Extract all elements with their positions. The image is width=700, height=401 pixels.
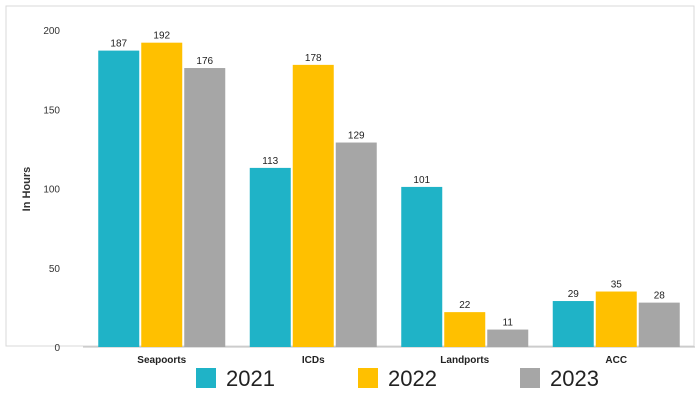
data-label: 187 bbox=[110, 39, 127, 50]
data-label: 178 bbox=[305, 53, 322, 64]
data-label: 29 bbox=[568, 289, 580, 300]
legend: 2021 2022 2023 bbox=[196, 366, 599, 391]
bar-2021-acc bbox=[552, 301, 594, 347]
bar-2023-seapoorts bbox=[184, 68, 226, 347]
bar-marks bbox=[98, 42, 680, 348]
data-labels: 187 192 176 113 178 129 101 22 11 29 35 28 bbox=[110, 31, 665, 329]
data-label: 129 bbox=[348, 131, 365, 142]
bar-2021-icds bbox=[249, 167, 291, 347]
bar-2023-icds bbox=[335, 142, 377, 347]
y-axis-title-group: In Hours bbox=[21, 167, 33, 212]
legend-swatch bbox=[520, 368, 540, 388]
bar-2022-acc bbox=[595, 291, 637, 347]
y-tick-label: 200 bbox=[43, 26, 60, 37]
y-tick-label: 100 bbox=[43, 185, 60, 196]
legend-swatch bbox=[196, 368, 216, 388]
data-label: 11 bbox=[503, 318, 514, 329]
x-axis-tick-labels: Seapoorts ICDs Landports ACC bbox=[137, 355, 627, 366]
legend-label: 2021 bbox=[226, 366, 275, 391]
bar-2021-landports bbox=[401, 186, 443, 347]
x-tick-label: Landports bbox=[440, 355, 489, 366]
bar-2022-landports bbox=[444, 312, 486, 347]
data-label: 28 bbox=[654, 291, 666, 302]
legend-label: 2023 bbox=[550, 366, 599, 391]
data-label: 176 bbox=[196, 56, 213, 67]
y-tick-label: 0 bbox=[54, 343, 60, 354]
y-tick-label: 50 bbox=[49, 264, 61, 275]
data-label: 192 bbox=[153, 31, 170, 42]
legend-swatch bbox=[358, 368, 378, 388]
bar-2021-seapoorts bbox=[98, 50, 140, 347]
x-tick-label: Seapoorts bbox=[137, 355, 186, 366]
data-label: 22 bbox=[459, 300, 471, 311]
legend-label: 2022 bbox=[388, 366, 437, 391]
y-axis-ticks: 0 50 100 150 200 bbox=[43, 26, 60, 354]
bar-2022-seapoorts bbox=[141, 42, 183, 348]
data-label: 113 bbox=[262, 156, 278, 167]
x-tick-label: ACC bbox=[605, 355, 627, 366]
data-label: 101 bbox=[413, 175, 430, 186]
bar-2023-landports bbox=[487, 329, 529, 347]
y-axis-title: In Hours bbox=[21, 167, 33, 212]
bar-2022-icds bbox=[292, 64, 334, 348]
data-label: 35 bbox=[611, 280, 623, 291]
x-tick-label: ICDs bbox=[302, 355, 325, 366]
bar-2023-acc bbox=[638, 302, 680, 347]
y-tick-label: 150 bbox=[43, 105, 60, 116]
